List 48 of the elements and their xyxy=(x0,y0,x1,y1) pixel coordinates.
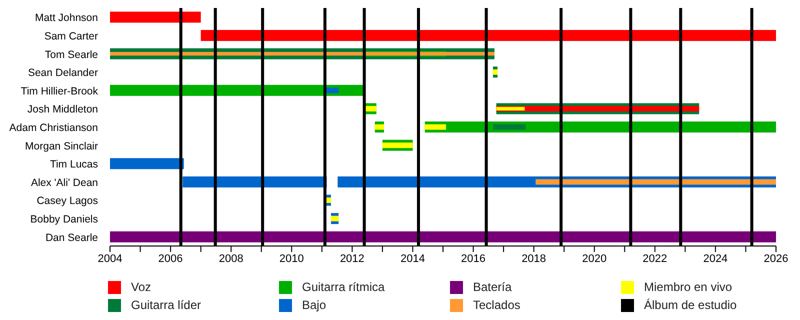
y-tick-label: Matt Johnson xyxy=(34,12,98,24)
x-tick-label: 2014 xyxy=(400,252,425,265)
x-tick-label: 2010 xyxy=(279,252,304,265)
x-tick-label: 2004 xyxy=(98,252,122,265)
legend-label: Miembro en vivo xyxy=(644,280,732,294)
y-tick-label: Tim Hillier-Brook xyxy=(20,85,99,98)
bar xyxy=(536,179,776,185)
legend-label: Guitarra líder xyxy=(131,298,202,312)
bar xyxy=(110,52,494,56)
bar xyxy=(110,158,184,170)
x-tick-label: 2022 xyxy=(642,252,668,265)
bar xyxy=(365,106,376,112)
y-tick-label: Sean Delander xyxy=(28,67,98,80)
y-tick-label: Sam Carter xyxy=(44,30,98,42)
x-tick-label: 2018 xyxy=(522,252,546,265)
y-tick-label: Adam Christianson xyxy=(9,122,98,134)
y-tick-label: Alex 'Ali' Dean xyxy=(30,176,98,189)
legend-label: Guitarra rítmica xyxy=(302,280,385,294)
legend-label: Batería xyxy=(473,280,512,294)
y-tick-label: Bobby Daniels xyxy=(30,214,98,226)
bar xyxy=(424,124,446,130)
legend-label: Teclados xyxy=(473,298,520,312)
x-tick-label: 2024 xyxy=(703,252,728,265)
x-tick-label: 2012 xyxy=(340,252,364,265)
bar xyxy=(492,69,498,75)
bar xyxy=(330,216,339,222)
y-tick-label: Josh Middleton xyxy=(27,104,98,116)
y-tick-label: Tim Lucas xyxy=(50,158,98,171)
bar xyxy=(110,12,201,23)
bar xyxy=(493,124,526,130)
x-tick-label: 2020 xyxy=(582,252,607,265)
legend-label: Voz xyxy=(131,280,152,294)
bar xyxy=(382,142,413,148)
bar xyxy=(374,124,384,130)
bar xyxy=(496,106,525,111)
bar xyxy=(182,176,327,188)
y-tick-label: Tom Searle xyxy=(44,48,98,61)
y-tick-label: Dan Searle xyxy=(45,232,98,244)
bar xyxy=(200,30,776,41)
x-tick-label: 2026 xyxy=(764,252,788,265)
x-tick-label: 2006 xyxy=(158,252,183,265)
y-tick-label: Casey Lagos xyxy=(36,195,98,208)
x-tick-label: 2008 xyxy=(218,252,244,265)
legend-label: Álbum de estudio xyxy=(644,298,737,312)
bar xyxy=(110,231,776,242)
legend-label: Bajo xyxy=(302,298,326,312)
x-tick-label: 2016 xyxy=(461,252,486,265)
y-tick-label: Morgan Sinclair xyxy=(25,140,98,152)
